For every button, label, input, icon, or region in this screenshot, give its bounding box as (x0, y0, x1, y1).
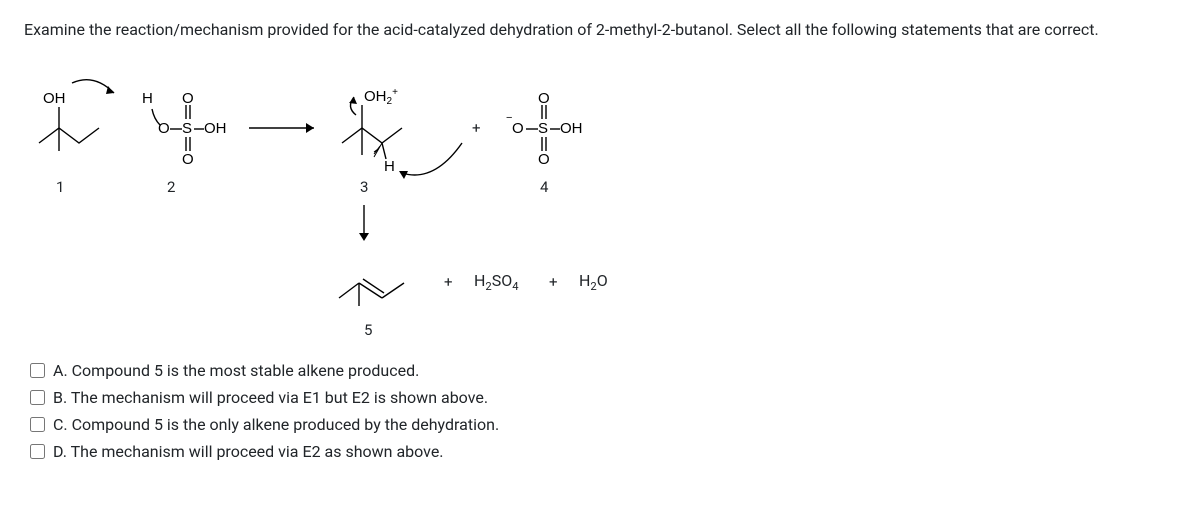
checkbox-b[interactable] (30, 390, 45, 405)
answer-choices: A. Compound 5 is the most stable alkene … (24, 357, 1179, 465)
svg-text:OH2+: OH2+ (364, 87, 398, 107)
svg-text:S: S (538, 120, 548, 137)
svg-text:O: O (182, 151, 194, 168)
choice-c-text: C. Compound 5 is the only alkene produce… (53, 415, 499, 434)
svg-text:O: O (538, 90, 550, 107)
plus-2: + (444, 273, 453, 291)
svg-text:H: H (142, 90, 153, 107)
svg-text:OH: OH (43, 90, 66, 107)
svg-text:−: − (506, 112, 512, 124)
structure-2: H O S O O OH (124, 79, 244, 169)
product-h2so4: H2SO4 (474, 271, 519, 293)
choice-c[interactable]: C. Compound 5 is the only alkene produce… (24, 411, 1179, 438)
arrow-right (244, 118, 324, 138)
structure-3: OH2+ H (324, 73, 464, 193)
svg-text:O: O (512, 120, 524, 137)
structure-4: O − S O O OH (494, 79, 624, 169)
choice-a-text: A. Compound 5 is the most stable alkene … (53, 361, 419, 380)
structure-1: OH (24, 63, 134, 173)
svg-text:O: O (158, 120, 170, 137)
svg-text:S: S (182, 120, 192, 137)
svg-text:OH: OH (204, 120, 227, 137)
label-2: 2 (167, 178, 175, 196)
question-text: Examine the reaction/mechanism provided … (24, 20, 1179, 39)
product-h2o: H2O (579, 271, 608, 293)
label-5: 5 (364, 321, 372, 339)
svg-text:OH: OH (560, 120, 583, 137)
plus-3: + (549, 273, 558, 291)
choice-d[interactable]: D. The mechanism will proceed via E2 as … (24, 438, 1179, 465)
structure-5 (324, 258, 424, 318)
plus-1: + (472, 119, 481, 137)
svg-text:O: O (538, 151, 550, 168)
arrow-down (354, 203, 374, 248)
mechanism-diagram: OH 1 H O S O O OH 2 (24, 63, 704, 353)
choice-b-text: B. The mechanism will proceed via E1 but… (53, 388, 488, 407)
svg-text:O: O (182, 90, 194, 107)
svg-text:H: H (384, 158, 395, 175)
label-1: 1 (56, 178, 64, 196)
choice-b[interactable]: B. The mechanism will proceed via E1 but… (24, 384, 1179, 411)
label-4: 4 (540, 178, 548, 196)
choice-d-text: D. The mechanism will proceed via E2 as … (53, 442, 444, 461)
checkbox-d[interactable] (30, 444, 45, 459)
checkbox-a[interactable] (30, 363, 45, 378)
choice-a[interactable]: A. Compound 5 is the most stable alkene … (24, 357, 1179, 384)
checkbox-c[interactable] (30, 417, 45, 432)
label-3: 3 (360, 178, 368, 196)
